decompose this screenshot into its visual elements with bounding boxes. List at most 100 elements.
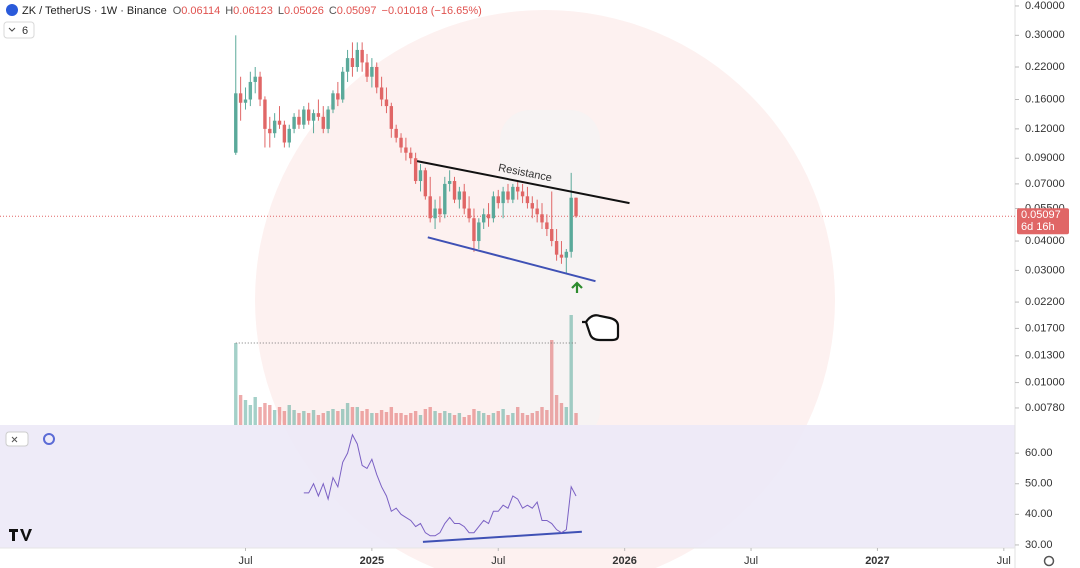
volume-bar <box>574 413 578 425</box>
candle-body <box>467 208 471 219</box>
candle-body <box>350 58 355 67</box>
indicator-icon[interactable] <box>43 433 55 445</box>
candle-body <box>535 208 539 215</box>
candle-body <box>302 109 306 125</box>
candle-body <box>287 128 291 143</box>
candle-body <box>253 76 257 82</box>
indicators-toggle[interactable] <box>3 21 35 39</box>
volume-bar <box>428 407 432 425</box>
volume-bar <box>550 340 554 425</box>
volume-bar <box>413 411 418 425</box>
candle-body <box>545 222 549 230</box>
volume-bar <box>258 407 262 425</box>
volume-bar <box>457 413 462 425</box>
candle-body <box>438 208 442 215</box>
high-value: 0.06123 <box>233 5 273 17</box>
candle-body <box>520 191 525 197</box>
candle-body <box>511 186 515 200</box>
symbol-logo <box>6 4 18 16</box>
y-tick-label: 0.00780 <box>1025 402 1065 414</box>
volume-bar <box>243 400 248 425</box>
candle-body <box>238 93 243 103</box>
volume-bar <box>394 413 398 425</box>
trendline <box>416 160 630 205</box>
volume-bar <box>472 409 476 425</box>
candle-body <box>316 113 321 117</box>
candle-body <box>263 99 267 129</box>
candle-body <box>331 93 335 110</box>
candle-body <box>486 214 491 219</box>
volume-bar <box>516 407 520 425</box>
candle-body <box>496 196 500 204</box>
close-value: 0.05097 <box>337 5 377 17</box>
settings-icon[interactable] <box>1043 555 1055 567</box>
candle-body <box>506 191 510 200</box>
volume-bar <box>389 407 394 425</box>
candle-body <box>379 87 384 100</box>
candle-body <box>413 158 418 182</box>
volume-bar <box>263 403 267 425</box>
volume-bar <box>238 395 243 425</box>
volume-bar <box>365 409 369 425</box>
indicator-count: 6 <box>22 25 28 37</box>
volume-bar <box>306 413 311 425</box>
volume-bar <box>331 409 335 425</box>
candle-body <box>277 120 282 125</box>
y-tick-label: 0.01300 <box>1025 350 1065 362</box>
volume-bar <box>525 415 530 425</box>
candle-body <box>530 203 534 209</box>
candle-body <box>258 76 262 100</box>
volume-bar <box>569 315 573 425</box>
volume-bar <box>559 403 564 425</box>
candle-body <box>564 251 569 258</box>
rsi-tick-label: 60.00 <box>1025 447 1053 459</box>
candle-body <box>292 116 296 129</box>
candle-body <box>404 147 408 153</box>
volume-bar <box>564 407 569 425</box>
countdown-label: 6d 16h <box>1021 221 1055 233</box>
candle-body <box>360 49 364 63</box>
candle-body <box>559 254 564 258</box>
candle-body <box>409 152 413 159</box>
low-label: L <box>278 5 284 17</box>
candle-body <box>311 113 316 121</box>
volume-bar <box>282 411 287 425</box>
candle-body <box>554 241 559 255</box>
volume-bar <box>321 413 325 425</box>
volume-bar <box>520 413 525 425</box>
volume-bar <box>481 413 486 425</box>
open-label: O <box>173 5 182 17</box>
rsi-line <box>303 433 577 537</box>
candle-body <box>569 197 573 252</box>
candle-body <box>423 170 428 197</box>
rsi-pane <box>0 425 1015 548</box>
candle-body <box>433 208 437 219</box>
change: −0.01018 (−16.65%) <box>382 5 482 17</box>
candle-body <box>457 191 462 200</box>
volume-bar <box>535 411 539 425</box>
candle-body <box>306 109 311 121</box>
candle-body <box>389 106 394 129</box>
collapse-button[interactable] <box>5 431 29 447</box>
close-label: C <box>329 5 337 17</box>
volume-bar <box>477 411 481 425</box>
y-tick-label: 0.12000 <box>1025 123 1065 135</box>
candle-body <box>574 197 578 217</box>
volume-bar <box>418 415 423 425</box>
volume-bar <box>409 413 413 425</box>
x-tick-label: 2025 <box>360 555 384 567</box>
candle-body <box>447 181 452 184</box>
candle-body <box>282 124 287 143</box>
volume-bar <box>404 415 408 425</box>
high-label: H <box>225 5 233 17</box>
rsi-tick-label: 50.00 <box>1025 478 1053 490</box>
volume-bar <box>248 405 253 425</box>
volume-bar <box>506 415 510 425</box>
candle-body <box>481 214 486 223</box>
candle-body <box>268 128 272 134</box>
x-tick-label: Jul <box>744 555 758 567</box>
volume-bar <box>554 395 559 425</box>
pointing-hand <box>582 314 620 342</box>
volume-bar <box>384 412 389 425</box>
